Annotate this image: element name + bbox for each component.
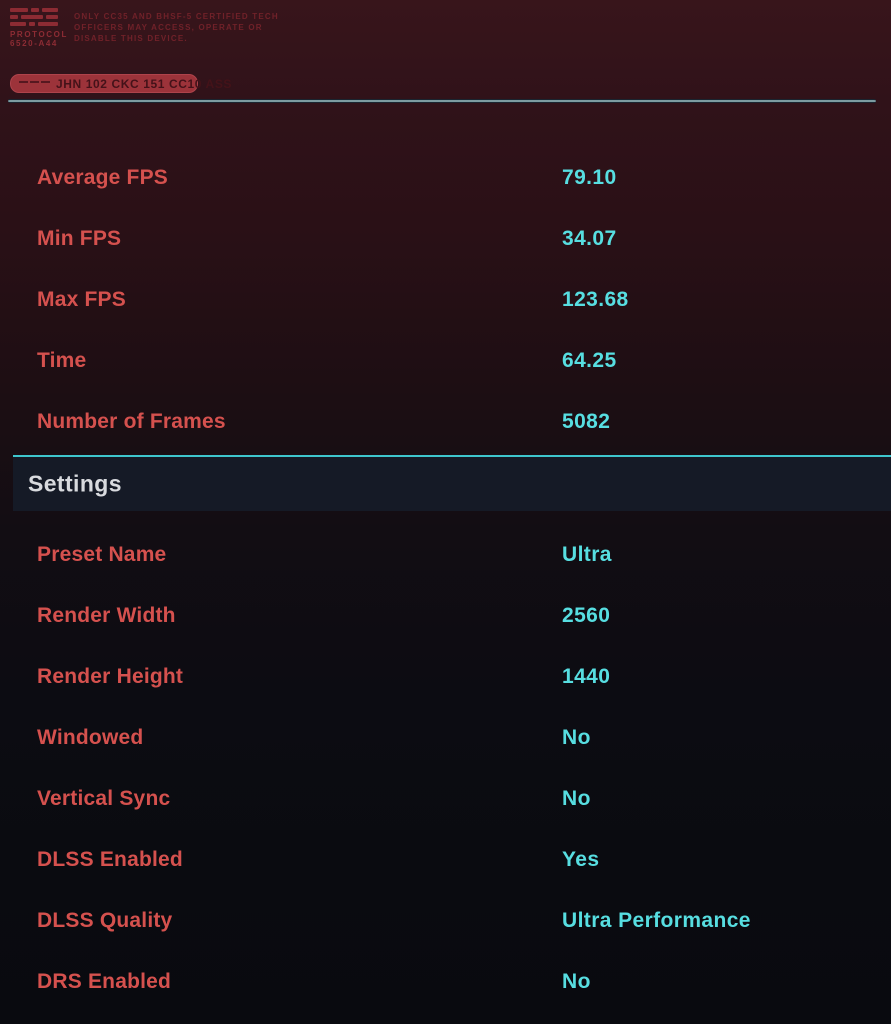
result-value: 79.10 xyxy=(562,165,617,189)
setting-row: DLSS Enabled Yes xyxy=(0,829,891,890)
badge-text: JHN 102 CKC 151 CC10 ASS xyxy=(56,76,233,91)
setting-value: 2560 xyxy=(562,603,611,627)
warning-line: ONLY CC35 AND BHSF-5 CERTIFIED TECH xyxy=(74,12,279,21)
setting-label: Render Width xyxy=(37,603,176,627)
setting-row: Render Height 1440 xyxy=(0,646,891,707)
setting-row: DLSS Quality Ultra Performance xyxy=(0,890,891,951)
setting-value: Yes xyxy=(562,847,600,871)
result-value: 64.25 xyxy=(562,348,617,372)
result-row: Number of Frames 5082 xyxy=(0,391,891,452)
setting-label: DRS Enabled xyxy=(37,969,172,993)
warning-text: ONLY CC35 AND BHSF-5 CERTIFIED TECH OFFI… xyxy=(74,8,279,48)
result-value: 5082 xyxy=(562,409,611,433)
protocol-code: 6520-A44 xyxy=(10,39,58,48)
result-row: Max FPS 123.68 xyxy=(0,269,891,330)
setting-value: Ultra xyxy=(562,542,612,566)
settings-list: Preset Name Ultra Render Width 2560 Rend… xyxy=(0,524,891,1012)
setting-label: Preset Name xyxy=(37,542,167,566)
settings-section-header: Settings xyxy=(13,455,891,511)
result-row: Average FPS 79.10 xyxy=(0,147,891,208)
setting-value: No xyxy=(562,969,591,993)
protocol-label: PROTOCOL xyxy=(10,30,68,39)
setting-row: Windowed No xyxy=(0,707,891,768)
setting-row: DRS Enabled No xyxy=(0,951,891,1012)
protocol-header: PROTOCOL 6520-A44 ONLY CC35 AND BHSF-5 C… xyxy=(10,8,279,48)
setting-row: Vertical Sync No xyxy=(0,768,891,829)
setting-value: 1440 xyxy=(562,664,611,688)
setting-value: Ultra Performance xyxy=(562,908,751,932)
result-row: Time 64.25 xyxy=(0,330,891,391)
result-label: Min FPS xyxy=(37,226,122,250)
benchmark-results-list: Average FPS 79.10 Min FPS 34.07 Max FPS … xyxy=(0,147,891,452)
setting-value: No xyxy=(562,786,591,810)
setting-label: DLSS Enabled xyxy=(37,847,183,871)
result-row: Min FPS 34.07 xyxy=(0,208,891,269)
badge-marks-icon xyxy=(19,81,50,86)
result-label: Number of Frames xyxy=(37,409,226,433)
result-label: Max FPS xyxy=(37,287,126,311)
warning-line: OFFICERS MAY ACCESS, OPERATE OR xyxy=(74,23,263,32)
protocol-logo-block: PROTOCOL 6520-A44 xyxy=(10,8,68,48)
result-value: 34.07 xyxy=(562,226,617,250)
warning-line: DISABLE THIS DEVICE. xyxy=(74,34,188,43)
settings-title: Settings xyxy=(28,470,122,497)
barcode-glyph-icon xyxy=(10,8,60,26)
result-label: Average FPS xyxy=(37,165,168,189)
id-badge: JHN 102 CKC 151 CC10 ASS xyxy=(10,74,231,93)
setting-label: Vertical Sync xyxy=(37,786,171,810)
result-value: 123.68 xyxy=(562,287,629,311)
top-divider-line xyxy=(8,99,876,103)
setting-label: Windowed xyxy=(37,725,144,749)
setting-label: DLSS Quality xyxy=(37,908,173,932)
result-label: Time xyxy=(37,348,87,372)
setting-label: Render Height xyxy=(37,664,184,688)
setting-value: No xyxy=(562,725,591,749)
setting-row: Preset Name Ultra xyxy=(0,524,891,585)
setting-row: Render Width 2560 xyxy=(0,585,891,646)
